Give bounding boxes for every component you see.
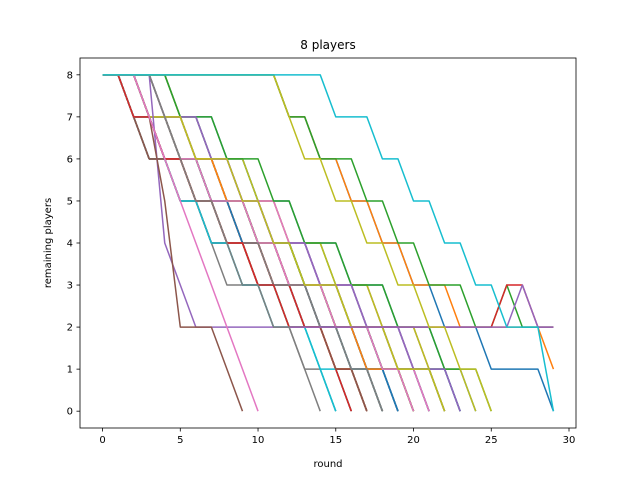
y-tick-label: 3 [67,281,73,292]
x-tick-label: 10 [252,435,265,446]
x-tick-label: 5 [177,435,183,446]
y-tick-label: 8 [67,70,73,81]
y-axis: 0 1 2 3 4 5 6 7 8 [67,70,80,418]
x-axis: 0 5 10 15 20 25 30 [99,428,575,446]
y-tick-label: 6 [67,154,73,165]
series-line-100 [102,74,555,412]
series-line-95 [102,74,554,328]
y-tick-label: 7 [67,112,73,123]
y-tick-label: 5 [67,196,73,207]
y-tick-label: 4 [67,239,73,250]
x-tick-label: 30 [563,435,576,446]
series-layer [102,74,555,412]
series-line-89 [102,74,446,412]
x-tick-label: 25 [485,435,498,446]
y-tick-label: 2 [67,323,73,334]
y-tick-label: 1 [67,365,73,376]
x-tick-label: 0 [99,435,105,446]
x-tick-label: 15 [329,435,342,446]
x-axis-label: round [313,459,342,470]
chart-title: 8 players [300,38,355,52]
y-tick-label: 0 [67,407,73,418]
y-axis-label: remaining players [43,198,54,288]
x-tick-label: 20 [407,435,420,446]
